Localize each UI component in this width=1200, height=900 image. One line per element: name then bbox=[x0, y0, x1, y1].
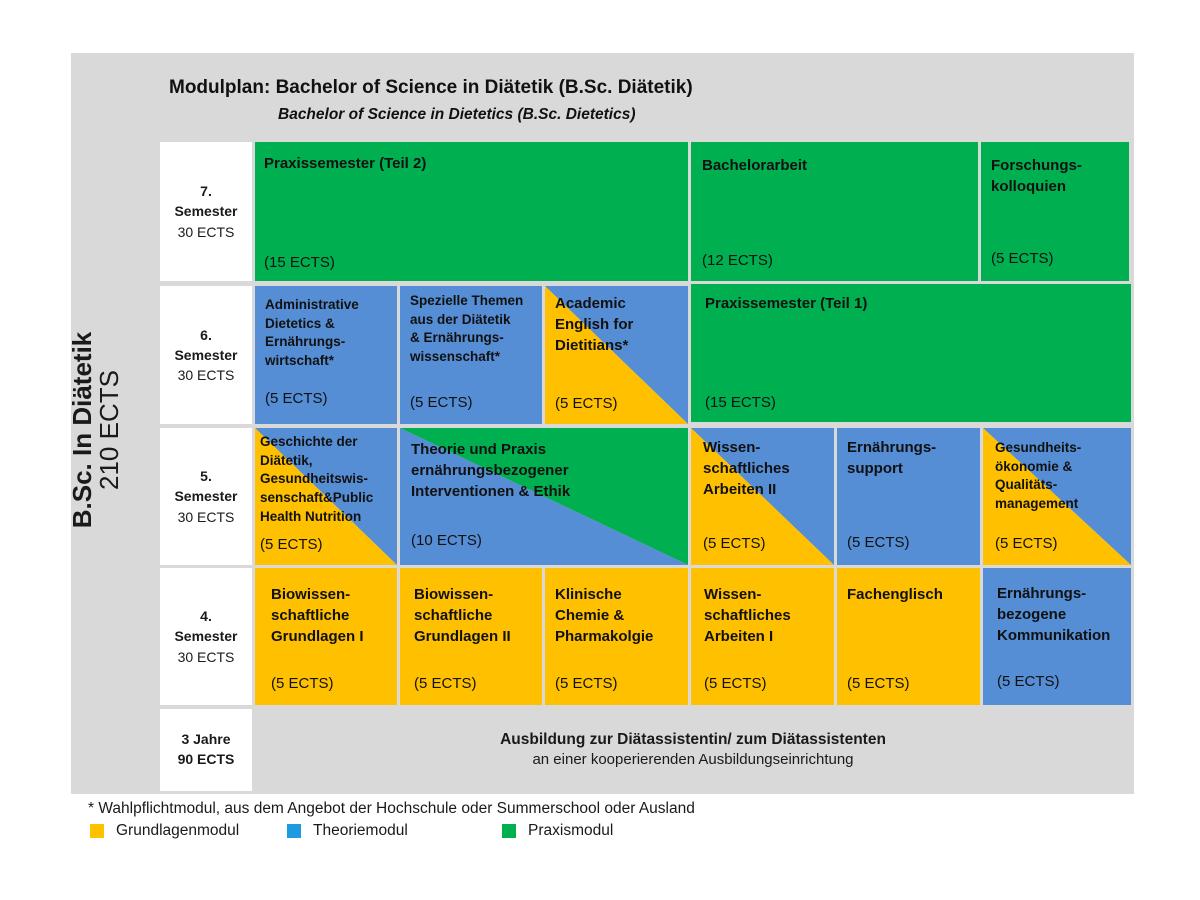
module-ects: (5 ECTS) bbox=[997, 673, 1060, 690]
prior-years: 3 Jahre bbox=[181, 731, 231, 748]
module-name: Academic English for Dietitians* bbox=[555, 295, 634, 354]
legend-label: Theoriemodul bbox=[313, 822, 408, 839]
legend-item-grundlagen: Grundlagenmodul bbox=[90, 822, 239, 840]
diagram-subtitle: Bachelor of Science in Dietetics (B.Sc. … bbox=[278, 106, 636, 123]
prior-ects: 90 ECTS bbox=[177, 751, 235, 767]
module-geschichte-der-diaetetik: Geschichte der Diätetik, Gesundheitswis-… bbox=[255, 428, 397, 565]
module-ects: (5 ECTS) bbox=[265, 390, 328, 407]
module-ects: (5 ECTS) bbox=[414, 675, 477, 692]
semester-4-label: 4. Semester 30 ECTS bbox=[160, 568, 252, 705]
module-biowissenschaftliche-grundlagen-2: Biowissen- schaftliche Grundlagen II (5 … bbox=[400, 568, 542, 705]
split-background bbox=[545, 286, 688, 424]
prior-training-subtitle: an einer kooperierenden Ausbildungseinri… bbox=[532, 750, 854, 768]
module-name: Bachelorarbeit bbox=[702, 157, 808, 174]
legend-swatch bbox=[90, 824, 104, 838]
module-fachenglisch: Fachenglisch (5 ECTS) bbox=[837, 568, 980, 705]
module-name: Praxissemester (Teil 1) bbox=[705, 295, 868, 312]
module-name: Biowissen- schaftliche Grundlagen I bbox=[271, 586, 364, 645]
semester-5-label: 5. Semester 30 ECTS bbox=[160, 428, 252, 565]
module-ects: (5 ECTS) bbox=[260, 536, 323, 553]
program-name: B.Sc. In Diätetik bbox=[67, 331, 97, 529]
split-background bbox=[400, 428, 688, 565]
module-spezielle-themen: Spezielle Themen aus der Diätetik & Ernä… bbox=[400, 286, 542, 424]
module-ects: (5 ECTS) bbox=[555, 395, 618, 412]
legend-swatch bbox=[502, 824, 516, 838]
semester-number: 6. bbox=[200, 326, 212, 343]
module-name: Forschungs- kolloquien bbox=[991, 157, 1082, 195]
split-background bbox=[983, 428, 1131, 565]
program-total-ects: 210 ECTS bbox=[94, 370, 125, 490]
semester-number: 5. bbox=[200, 468, 212, 485]
module-praxissemester-teil-1: Praxissemester (Teil 1) (15 ECTS) bbox=[691, 284, 1131, 422]
semester-ects: 30 ECTS bbox=[177, 648, 235, 665]
module-ects: (12 ECTS) bbox=[702, 252, 773, 269]
module-name: Fachenglisch bbox=[847, 586, 943, 603]
legend-item-praxis: Praxismodul bbox=[502, 822, 613, 840]
module-ects: (10 ECTS) bbox=[411, 532, 482, 549]
module-name: Ernährungs- support bbox=[847, 439, 937, 477]
module-wissenschaftliches-arbeiten-2: Wissen- schaftliches Arbeiten II (5 ECTS… bbox=[691, 428, 834, 565]
module-name: Biowissen- schaftliche Grundlagen II bbox=[414, 586, 511, 645]
semester-word: Semester bbox=[174, 628, 238, 645]
program-side-label: B.Sc. In Diätetik 210 ECTS bbox=[67, 270, 139, 590]
semester-word: Semester bbox=[174, 203, 238, 220]
module-gesundheitsoekonomie: Gesundheits- ökonomie & Qualitäts- manag… bbox=[983, 428, 1131, 565]
module-name: Wissen- schaftliches Arbeiten II bbox=[703, 439, 790, 498]
module-ects: (5 ECTS) bbox=[995, 535, 1058, 552]
split-background bbox=[255, 428, 397, 565]
module-ects: (5 ECTS) bbox=[555, 675, 618, 692]
semester-ects: 30 ECTS bbox=[177, 508, 235, 525]
module-ernaehrungssupport: Ernährungs- support (5 ECTS) bbox=[837, 428, 980, 565]
module-academic-english: Academic English for Dietitians* (5 ECTS… bbox=[545, 286, 688, 424]
module-ects: (5 ECTS) bbox=[410, 394, 473, 411]
semester-number: 4. bbox=[200, 608, 212, 625]
module-biowissenschaftliche-grundlagen-1: Biowissen- schaftliche Grundlagen I (5 E… bbox=[255, 568, 397, 705]
module-ects: (5 ECTS) bbox=[704, 675, 767, 692]
module-name: Administrative Dietetics & Ernährungs- w… bbox=[265, 297, 359, 368]
footnote-elective: * Wahlpflichtmodul, aus dem Angebot der … bbox=[88, 800, 695, 817]
module-name: Spezielle Themen aus der Diätetik & Ernä… bbox=[410, 293, 524, 364]
module-theorie-und-praxis: Theorie und Praxis ernährungsbezogener I… bbox=[400, 428, 688, 565]
semester-7-label: 7. Semester 30 ECTS bbox=[160, 142, 252, 281]
diagram-title: Modulplan: Bachelor of Science in Diätet… bbox=[169, 77, 693, 98]
module-bachelorarbeit: Bachelorarbeit (12 ECTS) bbox=[691, 142, 978, 281]
prior-training-title: Ausbildung zur Diätassistentin/ zum Diät… bbox=[500, 730, 886, 748]
semester-6-label: 6. Semester 30 ECTS bbox=[160, 286, 252, 424]
prior-training-label: 3 Jahre 90 ECTS bbox=[160, 709, 252, 791]
module-name: Klinische Chemie & Pharmakolgie bbox=[555, 586, 654, 645]
module-name: Gesundheits- ökonomie & Qualitäts- manag… bbox=[995, 440, 1082, 511]
module-praxissemester-teil-2: Praxissemester (Teil 2) (15 ECTS) bbox=[255, 142, 688, 281]
module-name: Ernährungs- bezogene Kommunikation bbox=[997, 585, 1111, 644]
module-ernaehrungsbezogene-kommunikation: Ernährungs- bezogene Kommunikation (5 EC… bbox=[983, 568, 1131, 705]
module-name: Theorie und Praxis ernährungsbezogener I… bbox=[411, 441, 571, 500]
legend-item-theorie: Theoriemodul bbox=[287, 822, 408, 840]
module-ects: (15 ECTS) bbox=[264, 254, 335, 271]
module-ects: (5 ECTS) bbox=[991, 250, 1054, 267]
module-ects: (15 ECTS) bbox=[705, 394, 776, 411]
semester-ects: 30 ECTS bbox=[177, 223, 235, 240]
semester-number: 7. bbox=[200, 183, 212, 200]
module-klinische-chemie: Klinische Chemie & Pharmakolgie (5 ECTS) bbox=[545, 568, 688, 705]
module-administrative-dietetics: Administrative Dietetics & Ernährungs- w… bbox=[255, 286, 397, 424]
semester-word: Semester bbox=[174, 488, 238, 505]
module-ects: (5 ECTS) bbox=[703, 535, 766, 552]
module-forschungskolloquien: Forschungs- kolloquien (5 ECTS) bbox=[981, 142, 1129, 281]
module-ects: (5 ECTS) bbox=[271, 675, 334, 692]
module-ects: (5 ECTS) bbox=[847, 534, 910, 551]
module-name: Praxissemester (Teil 2) bbox=[264, 155, 427, 172]
module-wissenschaftliches-arbeiten-1: Wissen- schaftliches Arbeiten I (5 ECTS) bbox=[691, 568, 834, 705]
legend-swatch bbox=[287, 824, 301, 838]
legend-label: Praxismodul bbox=[528, 822, 614, 839]
legend-label: Grundlagenmodul bbox=[116, 822, 240, 839]
split-background bbox=[691, 428, 834, 565]
module-ects: (5 ECTS) bbox=[847, 675, 910, 692]
prior-training-band: Ausbildung zur Diätassistentin/ zum Diät… bbox=[255, 708, 1131, 790]
module-name: Geschichte der Diätetik, Gesundheitswis-… bbox=[260, 434, 374, 524]
semester-ects: 30 ECTS bbox=[177, 367, 235, 384]
semester-word: Semester bbox=[174, 346, 238, 363]
module-name: Wissen- schaftliches Arbeiten I bbox=[704, 586, 791, 645]
